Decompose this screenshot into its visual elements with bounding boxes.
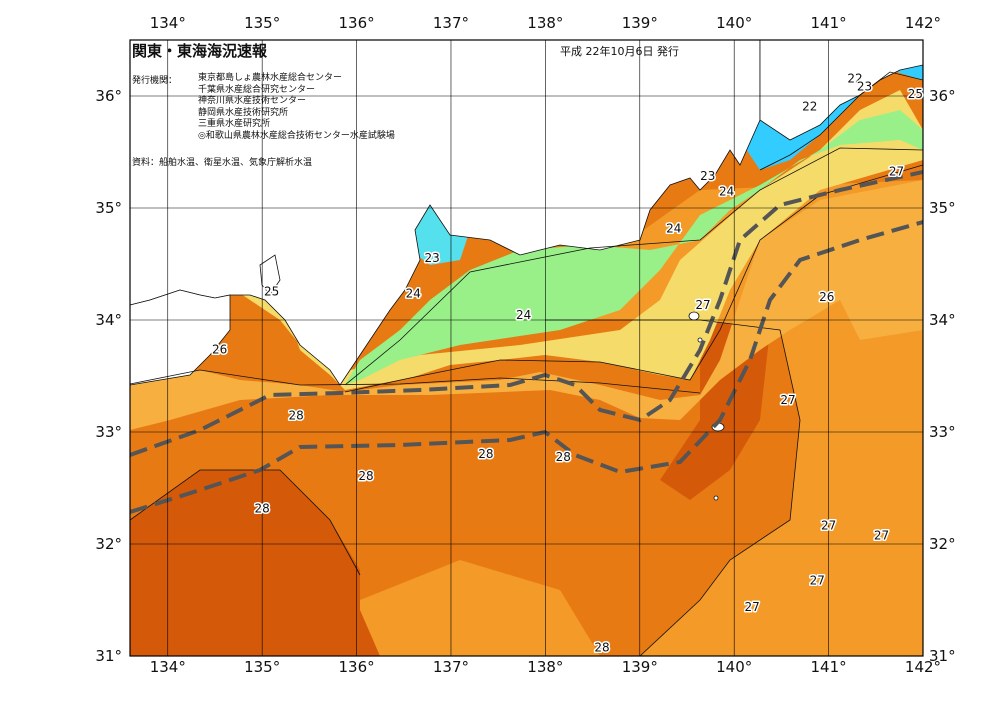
- isotherm-label: 27: [889, 165, 904, 179]
- sst-band-28-5: [130, 470, 380, 656]
- isotherm-label: 27: [810, 573, 825, 587]
- lat-tick-label-left: 31°: [95, 647, 122, 665]
- lat-tick-label-right: 33°: [929, 423, 956, 441]
- land-awaji: [259, 254, 281, 296]
- sst-band-27-south: [360, 560, 600, 656]
- isotherm-label: 22: [847, 72, 862, 86]
- lon-tick-label-bottom: 136°: [339, 658, 375, 676]
- lon-tick-label-bottom: 138°: [527, 658, 563, 676]
- lat-tick-label-left: 35°: [95, 199, 122, 217]
- island-aogashima: [713, 495, 719, 501]
- lat-tick-label-right: 32°: [929, 535, 956, 553]
- lat-tick-label-left: 32°: [95, 535, 122, 553]
- isotherm-label: 24: [719, 185, 734, 199]
- map-title: 関東・東海海況速報: [132, 42, 268, 60]
- lon-tick-label-bottom: 135°: [244, 658, 280, 676]
- isotherm-label: 28: [358, 469, 373, 483]
- isotherm-label: 27: [874, 529, 889, 543]
- sst-band-26: [130, 180, 923, 430]
- lon-tick-label-bottom: 141°: [811, 658, 847, 676]
- isotherm-label: 23: [424, 251, 439, 265]
- lon-tick-label-top: 140°: [716, 14, 752, 32]
- lon-tick-label-bottom: 134°: [150, 658, 186, 676]
- kuroshio-north-limb: [130, 170, 923, 457]
- lon-tick-label-top: 138°: [527, 14, 563, 32]
- isotherm-label: 23: [857, 79, 872, 93]
- lon-tick-label-top: 136°: [339, 14, 375, 32]
- isotherm-label: 22: [802, 100, 817, 114]
- isotherm-label: 25: [908, 87, 923, 101]
- isotherm-label: 24: [516, 308, 531, 322]
- isotherm-label: 26: [212, 343, 227, 357]
- isotherm-label: 27: [780, 393, 795, 407]
- institution-item: ◎和歌山県農林水産総合技術センター水産試験場: [198, 130, 395, 141]
- lon-tick-label-bottom: 137°: [433, 658, 469, 676]
- lat-tick-label-left: 34°: [95, 311, 122, 329]
- isotherm-label: 28: [478, 447, 493, 461]
- lon-tick-label-bottom: 142°: [905, 658, 941, 676]
- axis-ticks: 134° 134° 135° 135° 136° 136° 137° 137° 138° 138°…: [95, 14, 955, 676]
- institutions-list: 東京都島しょ農林水産総合センター 千葉県水産総合研究センター 神奈川県水産技術セ…: [198, 73, 395, 143]
- institution-item: 神奈川県水産技術センター: [198, 96, 307, 107]
- lat-tick-label-right: 36°: [929, 87, 956, 105]
- lat-tick-label-left: 36°: [95, 87, 122, 105]
- lon-tick-label-top: 141°: [811, 14, 847, 32]
- lon-tick-label-bottom: 140°: [716, 658, 752, 676]
- isotherm-label: 28: [255, 502, 270, 516]
- isotherm-label: 24: [666, 222, 681, 236]
- land: [130, 40, 923, 501]
- isotherm-label: 26: [819, 290, 834, 304]
- lon-tick-label-top: 139°: [622, 14, 658, 32]
- lon-tick-label-top: 135°: [244, 14, 280, 32]
- kuroshio-south-limb: [130, 220, 923, 514]
- land-shikoku: [130, 289, 231, 386]
- lat-tick-label-right: 35°: [929, 199, 956, 217]
- isotherm-label: 27: [744, 600, 759, 614]
- sst-band-24: [345, 110, 923, 385]
- isotherm-label: 28: [594, 641, 609, 655]
- institution-item: 千葉県水産総合研究センター: [198, 84, 316, 95]
- kuroshio-axis: [130, 170, 923, 514]
- lat-tick-label-right: 31°: [929, 647, 956, 665]
- institution-item: 三重県水産研究所: [198, 119, 271, 130]
- isotherm-label: 24: [406, 287, 421, 301]
- lon-tick-label-top: 137°: [433, 14, 469, 32]
- issue-date: 平成 22年10月6日 発行: [560, 45, 679, 58]
- map-frame: [129, 39, 924, 657]
- lat-tick-label-right: 34°: [929, 311, 956, 329]
- island-oshima: [688, 311, 700, 321]
- lat-tick-label-left: 33°: [95, 423, 122, 441]
- isotherm-label: 23: [700, 169, 715, 183]
- isotherm-label: 25: [264, 284, 279, 298]
- isotherm-label: 28: [556, 450, 571, 464]
- data-sources: 資料：船舶水温、衛星水温、気象庁解析水温: [132, 158, 313, 168]
- institution-item: 東京都島しょ農林水産総合センター: [198, 73, 343, 83]
- isotherm-label: 28: [289, 409, 304, 423]
- institutions-label: 発行機関：: [132, 76, 178, 86]
- institution-item: 静岡県水産技術研究所: [198, 107, 289, 118]
- lon-tick-label-top: 142°: [905, 14, 941, 32]
- isotherm-label: 27: [695, 298, 710, 312]
- isotherm-label: 27: [821, 518, 836, 532]
- sst-band-25: [235, 90, 923, 390]
- lon-tick-label-top: 134°: [150, 14, 186, 32]
- lon-tick-label-bottom: 139°: [622, 658, 658, 676]
